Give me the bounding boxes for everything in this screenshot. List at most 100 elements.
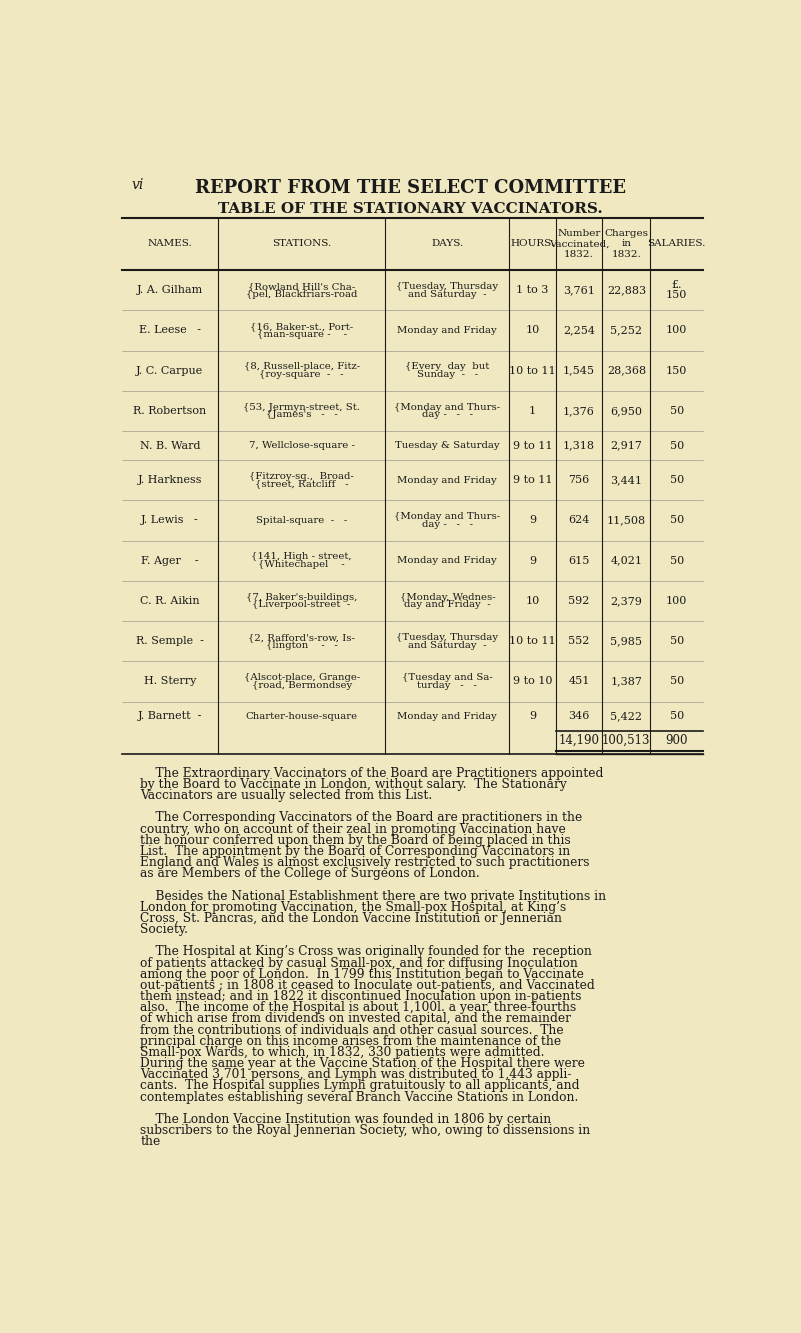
Text: The London Vaccine Institution was founded in 1806 by certain: The London Vaccine Institution was found…: [140, 1113, 552, 1126]
Text: SALARIES.: SALARIES.: [647, 240, 706, 248]
Text: 10: 10: [525, 596, 540, 607]
Text: Besides the National Establishment there are two private Institutions in: Besides the National Establishment there…: [140, 889, 606, 902]
Text: List.  The appointment by the Board of Corresponding Vaccinators in: List. The appointment by the Board of Co…: [140, 845, 570, 858]
Text: 9 to 11: 9 to 11: [513, 475, 553, 485]
Text: Monday and Friday: Monday and Friday: [397, 476, 497, 485]
Text: 5,252: 5,252: [610, 325, 642, 336]
Text: 11,508: 11,508: [607, 516, 646, 525]
Text: turday   -   -: turday - -: [417, 681, 477, 689]
Text: {Monday and Thurs-: {Monday and Thurs-: [394, 403, 501, 412]
Text: C. R. Aikin: C. R. Aikin: [140, 596, 199, 607]
Text: F. Ager    -: F. Ager -: [141, 556, 199, 565]
Text: 100: 100: [666, 325, 687, 336]
Text: Number
Vaccinated,
1832.: Number Vaccinated, 1832.: [549, 229, 610, 259]
Text: {2, Rafford's-row, Is-: {2, Rafford's-row, Is-: [248, 633, 355, 641]
Text: the: the: [140, 1136, 161, 1148]
Text: 1,318: 1,318: [563, 441, 595, 451]
Text: Charter-house-square: Charter-house-square: [246, 712, 358, 721]
Text: The Corresponding Vaccinators of the Board are practitioners in the: The Corresponding Vaccinators of the Boa…: [140, 812, 582, 824]
Text: 9 to 10: 9 to 10: [513, 676, 553, 686]
Text: Vaccinators are usually selected from this List.: Vaccinators are usually selected from th…: [140, 789, 433, 802]
Text: {road, Bermondsey: {road, Bermondsey: [252, 681, 352, 689]
Text: {Every  day  but: {Every day but: [405, 363, 489, 372]
Text: 346: 346: [569, 710, 590, 721]
Text: day -   -   -: day - - -: [422, 520, 473, 529]
Text: E. Leese   -: E. Leese -: [139, 325, 201, 336]
Text: {Monday, Wednes-: {Monday, Wednes-: [400, 593, 495, 601]
Text: 1: 1: [529, 407, 536, 416]
Text: 900: 900: [666, 734, 688, 746]
Text: {Liverpool-street  -: {Liverpool-street -: [252, 600, 351, 609]
Text: 50: 50: [670, 516, 684, 525]
Text: 22,883: 22,883: [607, 285, 646, 295]
Text: 14,190: 14,190: [558, 734, 600, 746]
Text: 50: 50: [670, 636, 684, 647]
Text: country, who on account of their zeal in promoting Vaccination have: country, who on account of their zeal in…: [140, 822, 566, 836]
Text: HOURS.: HOURS.: [510, 240, 554, 248]
Text: also.  The income of the Hospital is about 1,100l. a year, three-fourths: also. The income of the Hospital is abou…: [140, 1001, 577, 1014]
Text: 2,379: 2,379: [610, 596, 642, 607]
Text: {53, Jermyn-street, St.: {53, Jermyn-street, St.: [244, 403, 360, 412]
Text: them instead; and in 1822 it discontinued Inoculation upon in-patients: them instead; and in 1822 it discontinue…: [140, 990, 582, 1002]
Text: {Monday and Thurs-: {Monday and Thurs-: [394, 512, 501, 521]
Text: Monday and Friday: Monday and Friday: [397, 327, 497, 335]
Text: and Saturday  -: and Saturday -: [408, 289, 486, 299]
Text: England and Wales is almost exclusively restricted to such practitioners: England and Wales is almost exclusively …: [140, 856, 590, 869]
Text: 150: 150: [666, 365, 687, 376]
Text: as are Members of the College of Surgeons of London.: as are Members of the College of Surgeon…: [140, 868, 480, 880]
Text: 28,368: 28,368: [607, 365, 646, 376]
Text: principal charge on this income arises from the maintenance of the: principal charge on this income arises f…: [140, 1034, 562, 1048]
Text: {Whitechapel    -: {Whitechapel -: [258, 560, 345, 569]
Text: 9: 9: [529, 516, 536, 525]
Text: NAMES.: NAMES.: [147, 240, 192, 248]
Text: Spital-square  -   -: Spital-square - -: [256, 516, 348, 525]
Text: 1,545: 1,545: [563, 365, 595, 376]
Text: 50: 50: [670, 710, 684, 721]
Text: 9 to 11: 9 to 11: [513, 441, 553, 451]
Text: 6,950: 6,950: [610, 407, 642, 416]
Text: 100: 100: [666, 596, 687, 607]
Text: {Fitzroy-sq.,  Broad-: {Fitzroy-sq., Broad-: [249, 472, 354, 481]
Text: contemplates establishing several Branch Vaccine Stations in London.: contemplates establishing several Branch…: [140, 1090, 579, 1104]
Text: 50: 50: [670, 475, 684, 485]
Text: Monday and Friday: Monday and Friday: [397, 556, 497, 565]
Text: The Hospital at King’s Cross was originally founded for the  reception: The Hospital at King’s Cross was origina…: [140, 945, 592, 958]
Text: {Tuesday, Thursday: {Tuesday, Thursday: [396, 281, 498, 291]
Text: 552: 552: [569, 636, 590, 647]
Text: 10 to 11: 10 to 11: [509, 365, 556, 376]
Text: {street, Ratcliff   -: {street, Ratcliff -: [255, 480, 348, 488]
Text: {pel, Blackfriars-road: {pel, Blackfriars-road: [246, 289, 357, 299]
Text: {Tuesday, Thursday: {Tuesday, Thursday: [396, 633, 498, 641]
Text: from the contributions of individuals and other casual sources.  The: from the contributions of individuals an…: [140, 1024, 564, 1037]
Text: {141, High - street,: {141, High - street,: [252, 552, 352, 561]
Text: J. Lewis   -: J. Lewis -: [141, 516, 199, 525]
Text: 9: 9: [529, 556, 536, 565]
Text: and Saturday  -: and Saturday -: [408, 641, 486, 649]
Text: 7, Wellclose-square -: 7, Wellclose-square -: [248, 441, 355, 451]
Text: 2,917: 2,917: [610, 441, 642, 451]
Text: of patients attacked by casual Small-pox, and for diffusing Inoculation: of patients attacked by casual Small-pox…: [140, 957, 578, 969]
Text: {8, Russell-place, Fitz-: {8, Russell-place, Fitz-: [244, 363, 360, 372]
Text: 1,376: 1,376: [563, 407, 595, 416]
Text: 10 to 11: 10 to 11: [509, 636, 556, 647]
Text: {Tuesday and Sa-: {Tuesday and Sa-: [402, 673, 493, 682]
Text: {man-square -    -: {man-square - -: [256, 329, 347, 339]
Text: R. Semple  -: R. Semple -: [136, 636, 203, 647]
Text: 5,985: 5,985: [610, 636, 642, 647]
Text: day and Friday  -: day and Friday -: [404, 600, 491, 609]
Text: by the Board to Vaccinate in London, without salary.  The Stationary: by the Board to Vaccinate in London, wit…: [140, 778, 567, 790]
Text: {lington    -   -: {lington - -: [266, 641, 337, 649]
Text: 50: 50: [670, 676, 684, 686]
Text: {16, Baker-st., Port-: {16, Baker-st., Port-: [250, 323, 353, 331]
Text: STATIONS.: STATIONS.: [272, 240, 332, 248]
Text: {James's   -   -: {James's - -: [266, 411, 337, 420]
Text: Cross, St. Pancras, and the London Vaccine Institution or Jennerian: Cross, St. Pancras, and the London Vacci…: [140, 912, 562, 925]
Text: 50: 50: [670, 407, 684, 416]
Text: {Alscot-place, Grange-: {Alscot-place, Grange-: [244, 673, 360, 682]
Text: H. Sterry: H. Sterry: [143, 676, 196, 686]
Text: 100,513: 100,513: [602, 734, 650, 746]
Text: 2,254: 2,254: [563, 325, 595, 336]
Text: 10: 10: [525, 325, 540, 336]
Text: The Extraordinary Vaccinators of the Board are Practitioners appointed: The Extraordinary Vaccinators of the Boa…: [140, 766, 604, 780]
Text: Charges
in
1832.: Charges in 1832.: [604, 229, 648, 259]
